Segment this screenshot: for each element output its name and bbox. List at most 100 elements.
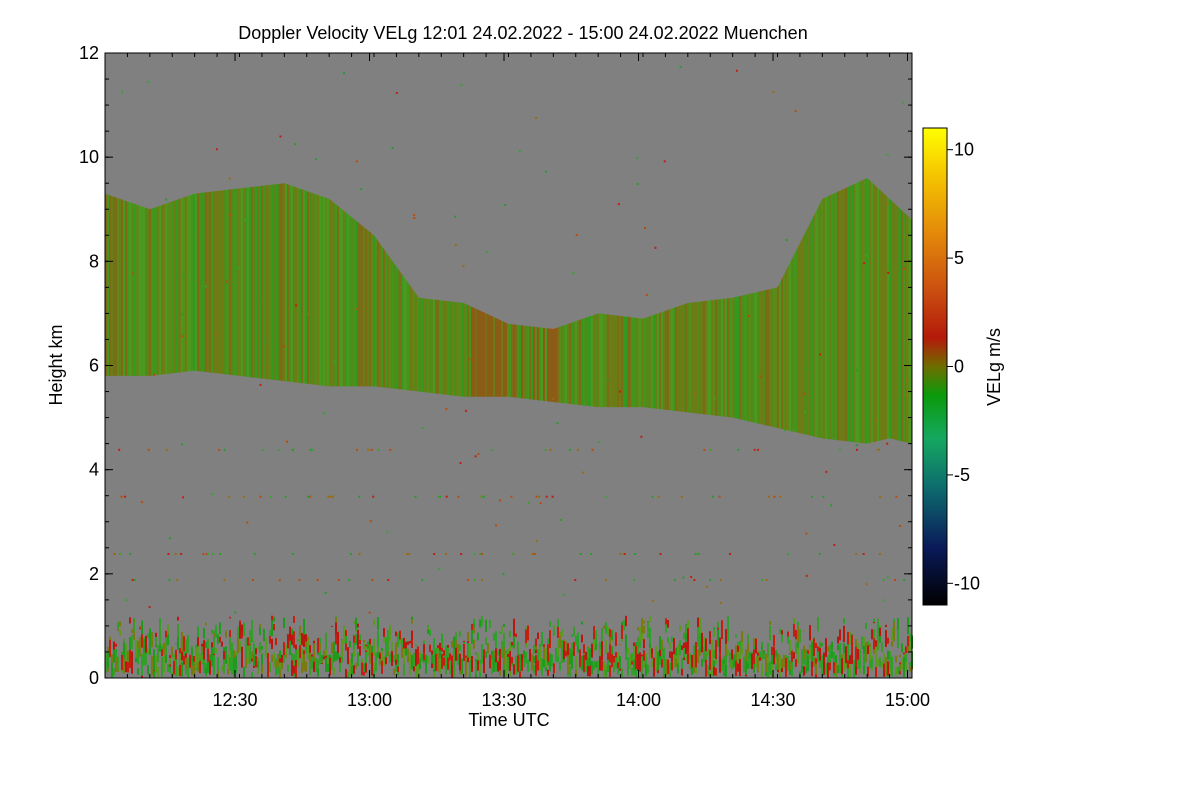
- low-level-column: [157, 667, 159, 678]
- speckle-point: [120, 495, 123, 498]
- low-level-column: [839, 629, 841, 641]
- low-level-column: [123, 657, 125, 674]
- low-level-column: [607, 627, 609, 637]
- y-tick-label: 10: [79, 147, 99, 167]
- cloud-column: [787, 178, 790, 444]
- cloud-column: [469, 178, 472, 444]
- cloud-column: [697, 178, 700, 444]
- low-level-column: [395, 631, 397, 637]
- low-level-column: [855, 665, 857, 675]
- low-level-column: [333, 667, 335, 675]
- low-level-column: [593, 626, 595, 640]
- low-level-column: [595, 641, 597, 650]
- cloud-column: [875, 178, 878, 444]
- low-level-column: [375, 653, 377, 672]
- cloud-column: [261, 178, 264, 444]
- low-level-column: [643, 650, 645, 669]
- cloud-column: [145, 178, 148, 444]
- low-level-column: [241, 632, 243, 639]
- cloud-column: [349, 178, 352, 444]
- low-level-column: [803, 655, 805, 665]
- speckle-point: [147, 448, 150, 451]
- cloud-column: [307, 178, 310, 444]
- cloud-column: [129, 178, 132, 444]
- low-level-column: [861, 636, 863, 640]
- low-level-column: [355, 634, 357, 645]
- low-level-column: [699, 633, 701, 647]
- low-level-column: [517, 641, 519, 656]
- cloud-column: [811, 178, 814, 444]
- cloud-column: [675, 178, 678, 444]
- low-level-column: [715, 643, 717, 660]
- cloud-column: [823, 178, 826, 444]
- speckle-point: [284, 495, 287, 498]
- low-level-column: [147, 648, 149, 655]
- low-level-column: [527, 625, 529, 641]
- low-level-column: [881, 661, 883, 669]
- low-level-column: [651, 652, 653, 659]
- low-level-column: [777, 653, 779, 670]
- cloud-column: [457, 178, 460, 444]
- low-level-column: [481, 615, 483, 627]
- low-level-column: [229, 637, 231, 650]
- speckle-point: [462, 265, 465, 268]
- low-level-column: [379, 656, 381, 666]
- low-level-column: [853, 665, 855, 678]
- low-level-column: [787, 631, 789, 637]
- low-level-column: [159, 623, 161, 645]
- low-level-column: [505, 650, 507, 654]
- low-level-column: [155, 655, 157, 673]
- low-level-column: [895, 655, 897, 663]
- low-level-column: [461, 654, 463, 655]
- low-level-column: [405, 641, 407, 649]
- speckle-point: [847, 199, 850, 202]
- speckle-point: [680, 495, 683, 498]
- low-level-column: [417, 646, 419, 664]
- low-level-column: [213, 655, 215, 675]
- low-level-column: [657, 651, 659, 662]
- speckle-point: [502, 573, 505, 576]
- speckle-point: [903, 579, 906, 582]
- low-level-column: [317, 637, 319, 653]
- low-level-column: [613, 662, 615, 673]
- speckle-point: [327, 495, 330, 498]
- low-level-column: [247, 637, 249, 651]
- low-level-column: [615, 652, 617, 669]
- low-level-column: [879, 657, 881, 667]
- low-level-column: [337, 632, 339, 653]
- low-level-column: [417, 664, 419, 678]
- speckle-point: [618, 390, 621, 393]
- low-level-column: [269, 629, 271, 644]
- low-level-column: [531, 664, 533, 671]
- low-level-column: [263, 628, 265, 642]
- cloud-column: [401, 178, 404, 444]
- cloud-column: [399, 178, 402, 444]
- low-level-column: [309, 645, 311, 662]
- low-level-column: [867, 641, 869, 642]
- low-level-column: [457, 643, 459, 656]
- low-level-column: [603, 625, 605, 629]
- cloud-column: [849, 178, 852, 444]
- low-level-column: [655, 656, 657, 672]
- cloud-column: [393, 178, 396, 444]
- low-level-column: [619, 643, 621, 645]
- low-level-column: [887, 650, 889, 660]
- speckle-point: [228, 177, 231, 180]
- speckle-point: [211, 553, 214, 555]
- low-level-column: [695, 652, 697, 668]
- speckle-point: [802, 392, 805, 395]
- low-level-column: [617, 652, 619, 661]
- speckle-point: [709, 448, 712, 451]
- low-level-column: [797, 647, 799, 664]
- cloud-column: [829, 178, 832, 444]
- low-level-column: [741, 634, 743, 654]
- low-level-column: [479, 664, 481, 673]
- cloud-column: [259, 178, 262, 444]
- low-level-column: [291, 653, 293, 661]
- cloud-column: [247, 178, 250, 444]
- low-level-column: [901, 643, 903, 653]
- low-level-column: [551, 655, 553, 663]
- speckle-point: [556, 422, 559, 425]
- low-level-column: [765, 655, 767, 673]
